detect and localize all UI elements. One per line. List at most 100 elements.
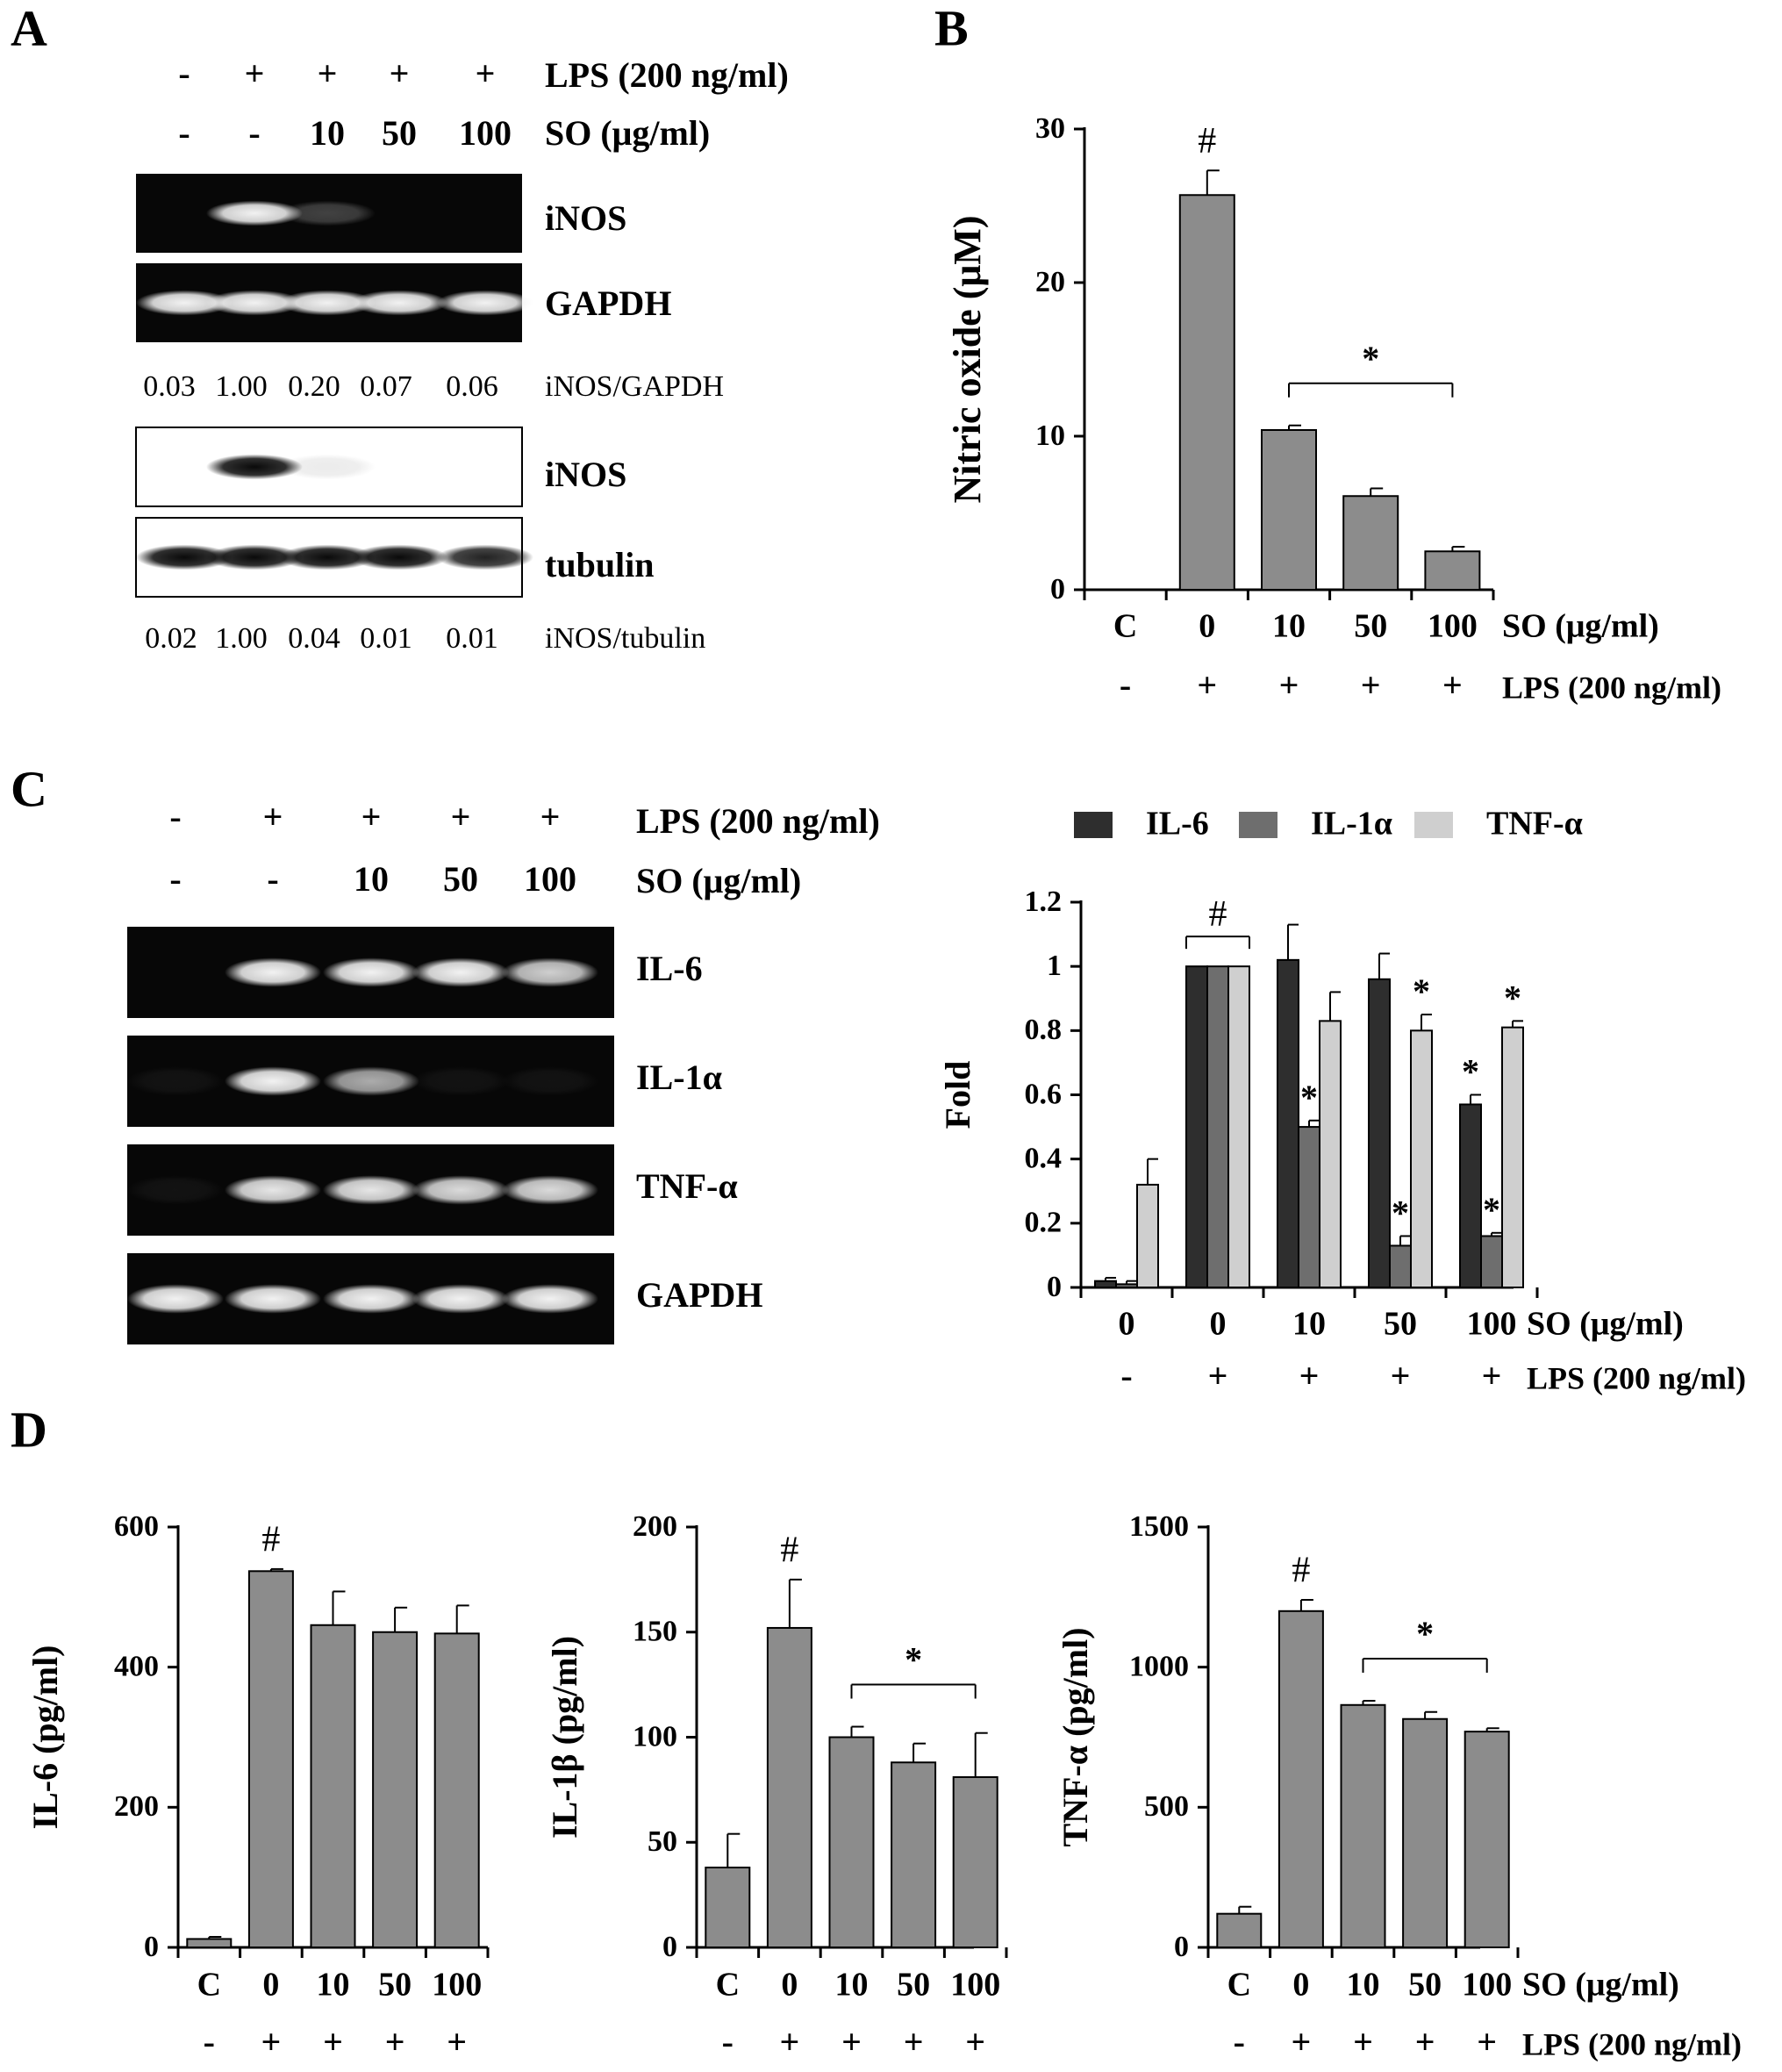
lps-sign: + bbox=[1299, 1356, 1320, 1395]
gel-il-1-band bbox=[502, 1066, 598, 1096]
bar bbox=[1402, 1717, 1449, 1948]
significance-star: * bbox=[905, 1640, 922, 1680]
ratio-value: 0.02 bbox=[145, 622, 197, 655]
bar bbox=[1340, 1703, 1386, 1948]
category-label: 100 bbox=[432, 1967, 482, 2004]
bar bbox=[1277, 1610, 1324, 1949]
category-label: 0 bbox=[262, 1967, 279, 2004]
lps-sign: + bbox=[1292, 2022, 1312, 2061]
y-tick-label: 600 bbox=[114, 1510, 159, 1543]
y-axis-label: TNF-α (pg/ml) bbox=[1056, 1627, 1095, 1846]
lps-label: LPS (200 ng/ml) bbox=[545, 55, 789, 95]
chart-C: 0 0.2 0.4 0.6 0.8 1 1.2 0 - 0 + * 10 + * * 50 + * * * 100 + # Fo… bbox=[938, 885, 1746, 1395]
category-label: C bbox=[1113, 608, 1137, 645]
y-axis-label: Fold bbox=[938, 1061, 977, 1129]
category-label: 10 bbox=[1347, 1967, 1380, 2004]
bar-il-1 bbox=[1298, 1126, 1320, 1289]
y-axis-label: IL-6 (pg/ml) bbox=[25, 1645, 65, 1830]
lps-sign: + bbox=[1279, 665, 1299, 705]
ratio-label: iNOS/GAPDH bbox=[545, 370, 724, 403]
lps-sign: + bbox=[540, 797, 561, 836]
y-tick-label: 50 bbox=[648, 1825, 677, 1858]
so-value: - bbox=[267, 859, 278, 899]
so-value: 50 bbox=[443, 859, 478, 899]
legend-swatch-tnf bbox=[1414, 812, 1453, 838]
y-tick-label: 1 bbox=[1047, 950, 1062, 982]
bar bbox=[705, 1866, 751, 1948]
lps-sign: + bbox=[323, 2022, 343, 2061]
so-value: - bbox=[248, 113, 260, 153]
so-label: SO (μg/ml) bbox=[636, 861, 801, 900]
bar bbox=[766, 1626, 812, 1948]
significance-star: * bbox=[1462, 1052, 1479, 1092]
gel-gapdh-band bbox=[412, 1284, 509, 1314]
y-axis-label: Nitric oxide (μM) bbox=[946, 216, 989, 504]
bar bbox=[828, 1736, 875, 1948]
legend-label-tnf: TNF-α bbox=[1486, 806, 1583, 842]
legend-swatch-il-6 bbox=[1074, 812, 1113, 838]
y-tick-label: 0 bbox=[1050, 573, 1065, 606]
gel-il-1-band bbox=[127, 1066, 224, 1096]
blot-label-tubulin: tubulin bbox=[545, 545, 655, 584]
category-label: C bbox=[1227, 1967, 1251, 2004]
blot-tubulin-band bbox=[136, 544, 233, 570]
lps-sign: - bbox=[204, 2022, 215, 2061]
blot-tubulin-band bbox=[437, 544, 533, 570]
significance-star: * bbox=[1300, 1078, 1318, 1117]
bar bbox=[186, 1938, 233, 1948]
lps-sign: + bbox=[451, 797, 471, 836]
bar bbox=[1097, 589, 1154, 591]
category-label: 10 bbox=[317, 1967, 350, 2004]
y-tick-label: 0 bbox=[1174, 1931, 1189, 1963]
gel-inos bbox=[136, 174, 522, 253]
category-label: 50 bbox=[1408, 1967, 1442, 2004]
category-label: 50 bbox=[897, 1967, 930, 2004]
so-value: 100 bbox=[459, 113, 512, 153]
significance-hash: # bbox=[780, 1531, 798, 1571]
lps-sign: + bbox=[780, 2022, 800, 2061]
category-label: 100 bbox=[950, 1967, 1000, 2004]
bar bbox=[952, 1776, 998, 1948]
lps-sign: + bbox=[318, 54, 338, 93]
gel-label-gapdh: GAPDH bbox=[545, 283, 671, 323]
bar bbox=[372, 1631, 419, 1948]
blot-label-inos: iNOS bbox=[545, 455, 626, 494]
blot-tubulin-band bbox=[279, 544, 376, 570]
ratio-value: 0.07 bbox=[360, 370, 412, 403]
gel-tnf-band bbox=[502, 1175, 598, 1205]
category-label: 50 bbox=[1384, 1306, 1417, 1343]
lps-sign: - bbox=[178, 54, 190, 93]
legend-swatch-il-1 bbox=[1239, 812, 1277, 838]
gel-il-6-band bbox=[225, 957, 321, 987]
lps-sign: + bbox=[1391, 1356, 1411, 1395]
blot-tubulin bbox=[135, 517, 533, 598]
gel-gapdh-band bbox=[437, 290, 533, 316]
bar-il-1 bbox=[1206, 965, 1229, 1288]
y-tick-label: 100 bbox=[633, 1720, 677, 1753]
bar-il-1 bbox=[1480, 1235, 1503, 1289]
gel-tnf bbox=[127, 1144, 614, 1236]
category-label: 10 bbox=[1272, 608, 1306, 645]
gel-gapdh-band bbox=[351, 290, 447, 316]
significance-star: * bbox=[1504, 979, 1521, 1018]
lps-label: LPS (200 ng/ml) bbox=[1522, 2026, 1742, 2061]
bar bbox=[891, 1761, 937, 1948]
category-label: C bbox=[197, 1967, 221, 2004]
lps-sign: + bbox=[476, 54, 496, 93]
ratio-value: 0.20 bbox=[288, 370, 340, 403]
category-label: C bbox=[716, 1967, 740, 2004]
bar-tnf bbox=[1410, 1029, 1433, 1289]
lps-sign: + bbox=[447, 2022, 467, 2061]
ratio-value: 0.04 bbox=[288, 622, 340, 655]
gel-tnf-band bbox=[412, 1175, 509, 1205]
lps-sign: + bbox=[385, 2022, 405, 2061]
lps-sign: + bbox=[1197, 665, 1217, 705]
gel-tnf-band bbox=[127, 1175, 224, 1205]
significance-star: * bbox=[1362, 339, 1379, 378]
gel-gapdh-band bbox=[323, 1284, 419, 1314]
significance-hash: # bbox=[261, 1520, 280, 1560]
y-tick-label: 1500 bbox=[1129, 1510, 1189, 1543]
panel-letter-c: C bbox=[11, 760, 47, 817]
significance-star: * bbox=[1483, 1190, 1500, 1230]
